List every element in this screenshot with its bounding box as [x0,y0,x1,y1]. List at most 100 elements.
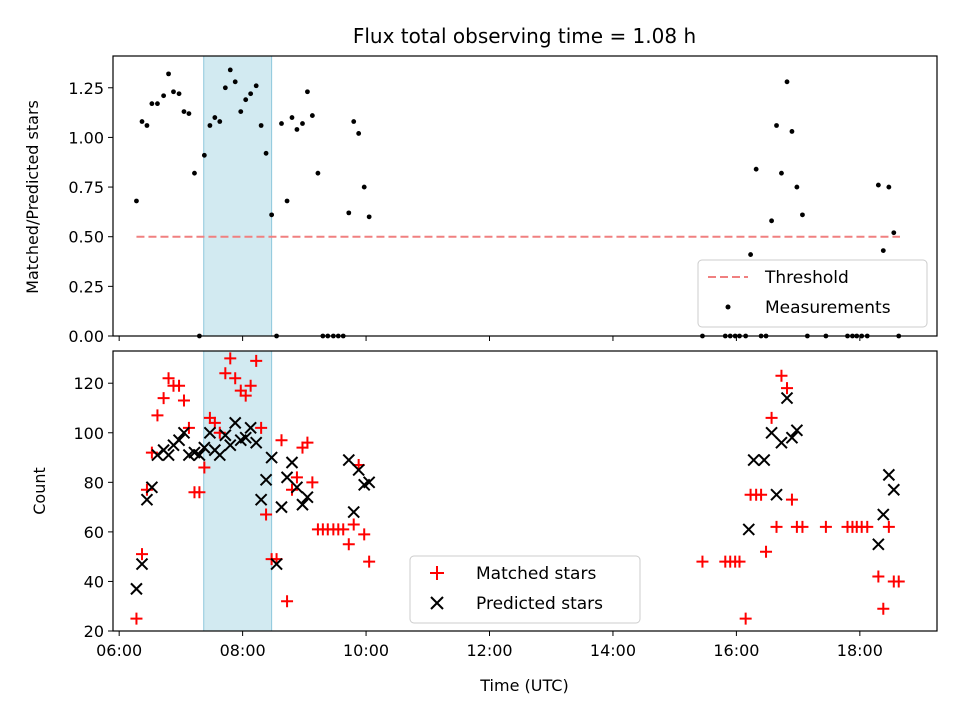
measurement-point [155,101,160,107]
top-y-tick-label: 0.50 [68,228,104,247]
bottom-y-tick-label: 120 [73,374,104,393]
measurement-point [875,182,881,188]
measurement-point [201,152,207,158]
measurement-point [891,230,897,236]
measurement-point [212,115,218,120]
measurement-point [769,218,774,224]
measurement-point [366,214,372,220]
matched-star-point [255,421,268,434]
measurement-point [300,121,305,126]
predicted-star-point [177,426,191,439]
measurement-point [166,71,171,77]
predicted-star-point [270,557,283,571]
matched-star-point [363,555,376,568]
measurement-point [253,83,259,89]
legend-predicted-label: Predicted stars [476,594,603,614]
measurement-point [774,123,779,128]
measurement-point [315,170,321,176]
matched-star-point [775,369,788,382]
matched-star-point [765,411,778,424]
matched-star-point [130,612,143,625]
measurement-point [144,123,150,128]
matched-star-point [198,461,211,474]
measurement-point [171,89,176,95]
top-y-axis-label: Matched/Predicted stars [23,100,42,294]
predicted-star-point [193,448,206,462]
matched-star-point [770,520,783,533]
matched-star-point [224,352,237,365]
measurement-point [753,166,759,172]
legend-matched-swatch [430,566,444,580]
measurement-point [248,91,254,97]
predicted-star-point [244,421,257,435]
matched-star-point [306,476,319,489]
matched-star-point [785,493,798,506]
matched-star-point [239,389,252,402]
measurement-point [217,119,223,124]
measurement-point [161,93,167,99]
measurement-point [238,109,244,115]
top-y-tick-label: 0.25 [68,277,104,296]
bottom-y-tick-label: 100 [73,424,104,443]
measurement-point [289,115,295,120]
top-y-tick-label: 0.75 [68,178,104,197]
matched-star-point [755,488,768,501]
predicted-star-point [780,391,794,405]
matched-star-point [136,548,149,561]
predicted-star-point [280,471,294,484]
measurement-point [269,212,275,218]
top-y-tick-label: 1.25 [68,79,104,98]
matched-star-point [219,367,232,380]
bottom-y-axis: 20 40 60 80 100 120 [73,374,113,641]
matched-star-point [157,392,170,405]
measurement-point [284,198,290,204]
predicted-star-point [362,476,376,489]
predicted-star-point [301,490,314,504]
matched-star-point [861,520,874,533]
measurement-point [263,150,269,156]
measurement-point [346,210,352,216]
predicted-star-point [285,456,299,469]
measurement-point [181,109,187,115]
matched-star-point [250,354,263,367]
top-y-tick-label: 1.00 [68,128,104,147]
predicted-star-point [135,557,149,571]
measurement-point [789,129,795,134]
measurement-point [222,85,228,91]
matched-star-point [796,520,809,533]
measurement-point [243,97,249,103]
measurement-point [356,131,362,136]
legend-predicted-swatch [430,596,444,610]
matched-star-point [892,575,905,588]
predicted-star-point [790,424,804,437]
legend-measurements-swatch [725,304,731,310]
bottom-x-tick-label: 12:00 [466,641,512,660]
predicted-star-point [259,473,273,487]
predicted-stars-series [130,391,901,596]
measurement-point [779,170,784,176]
matched-star-point [739,612,752,625]
legend-measurements-label: Measurements [765,298,891,318]
legend-matched-label: Matched stars [476,564,596,584]
predicted-star-point [770,488,783,501]
matched-star-point [342,538,355,551]
matched-star-point [162,372,175,385]
predicted-star-point [342,453,355,467]
predicted-star-point [742,523,755,536]
measurement-point [800,212,805,218]
predicted-star-point [747,453,760,467]
bottom-axes-frame [112,350,938,632]
measurement-point [227,67,233,73]
matched-star-point [140,483,153,496]
measurement-point [794,184,800,190]
predicted-star-point [757,453,771,467]
predicted-star-point [229,416,242,430]
matched-star-point [337,523,350,536]
matched-star-point [347,518,360,531]
predicted-star-point [219,429,232,442]
measurement-point [176,91,182,97]
matched-star-point [244,379,257,392]
bottom-x-tick-label: 08:00 [220,641,266,660]
bottom-x-tick-label: 16:00 [713,641,759,660]
matched-star-point [229,372,242,385]
